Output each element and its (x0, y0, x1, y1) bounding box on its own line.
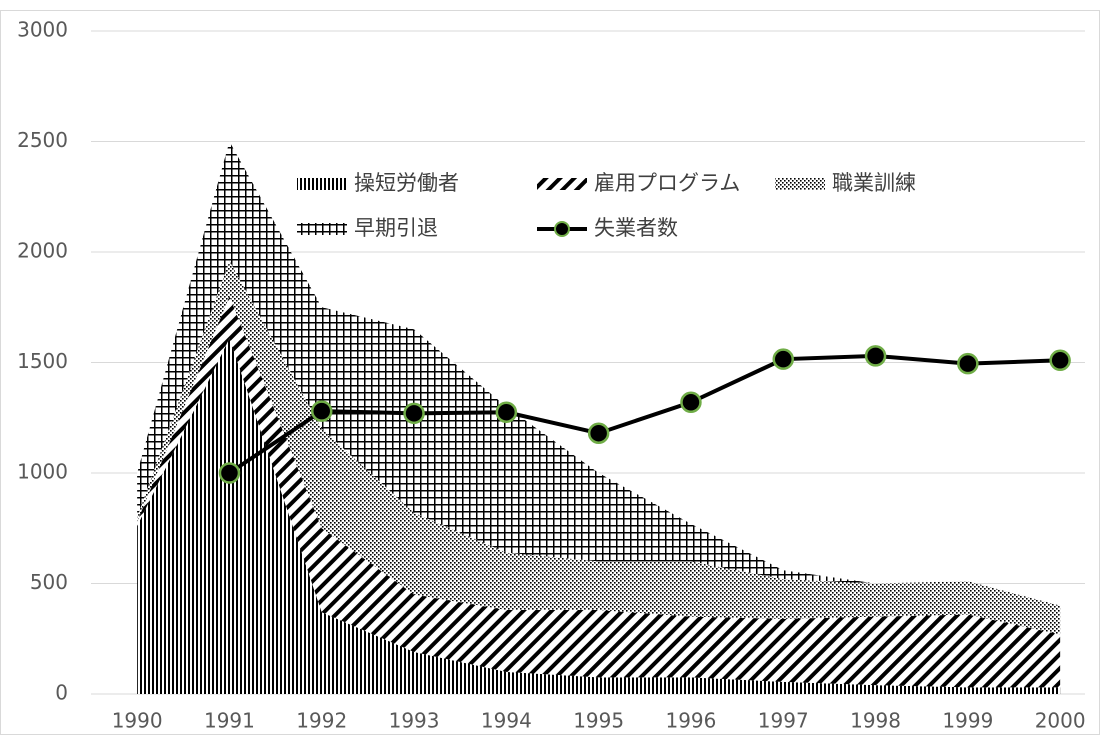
x-tick-label: 1997 (758, 709, 809, 733)
x-tick-label: 1991 (204, 709, 255, 733)
x-tick-label: 1992 (296, 709, 347, 733)
x-tick-label: 1998 (850, 709, 901, 733)
legend-swatch (297, 178, 347, 190)
legend-swatch (297, 223, 347, 235)
legend-label: 早期引退 (354, 216, 438, 240)
y-tick-label: 2000 (17, 239, 68, 263)
area (137, 338, 1061, 694)
legend-label: 操短労働者 (354, 171, 459, 195)
y-tick-label: 500 (30, 570, 68, 594)
x-tick-label: 1995 (573, 709, 624, 733)
y-tick-label: 3000 (17, 18, 68, 42)
y-tick-label: 0 (55, 681, 68, 705)
marker (864, 345, 887, 367)
area (137, 296, 1061, 688)
x-tick-label: 1994 (481, 709, 532, 733)
legend-marker (554, 221, 570, 237)
x-tick-label: 1999 (942, 709, 993, 733)
x-tick-label: 2000 (1035, 709, 1086, 733)
area (137, 260, 1061, 635)
marker (311, 400, 333, 422)
marker (680, 391, 702, 414)
x-tick-label: 1990 (112, 709, 163, 733)
x-tick-label: 1996 (665, 709, 716, 733)
marker (495, 401, 518, 423)
marker (1049, 349, 1071, 372)
y-tick-label: 1500 (17, 349, 68, 373)
marker (218, 462, 241, 484)
legend-label: 雇用プログラム (594, 171, 740, 195)
legend-label: 失業者数 (594, 216, 678, 240)
legend-swatch (775, 178, 825, 190)
marker (772, 348, 794, 370)
line (228, 353, 1061, 475)
x-tick-label: 1993 (389, 709, 440, 733)
marker (403, 402, 425, 425)
marker (587, 422, 610, 444)
legend-swatch (537, 178, 587, 190)
area (137, 141, 1061, 606)
legend-label: 職業訓練 (832, 171, 916, 195)
y-tick-label: 1000 (17, 460, 68, 484)
marker (957, 352, 979, 375)
y-tick-label: 2500 (17, 128, 68, 152)
